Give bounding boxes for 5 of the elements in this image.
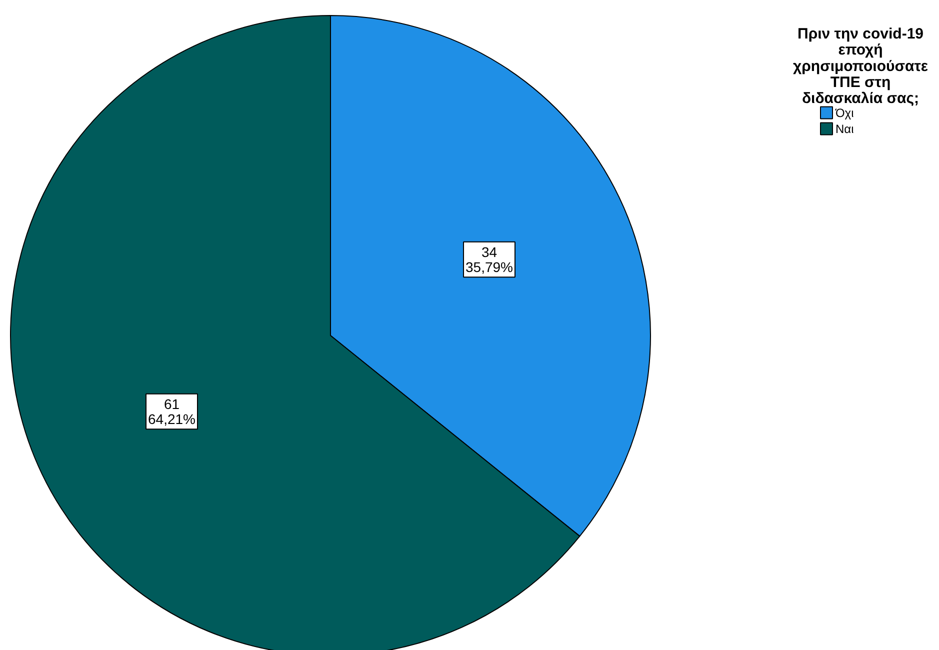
- legend-label: Όχι: [834, 106, 854, 120]
- data-label: 61 64,21%: [148, 396, 196, 428]
- data-label: 34 35,79%: [466, 244, 513, 276]
- legend-label: Ναι: [836, 122, 854, 136]
- legend-title: Πριν την covid-19 εποχή χρησιμοποιούσατε ΤΠΕ στη διδασκαλία σας;: [792, 26, 928, 108]
